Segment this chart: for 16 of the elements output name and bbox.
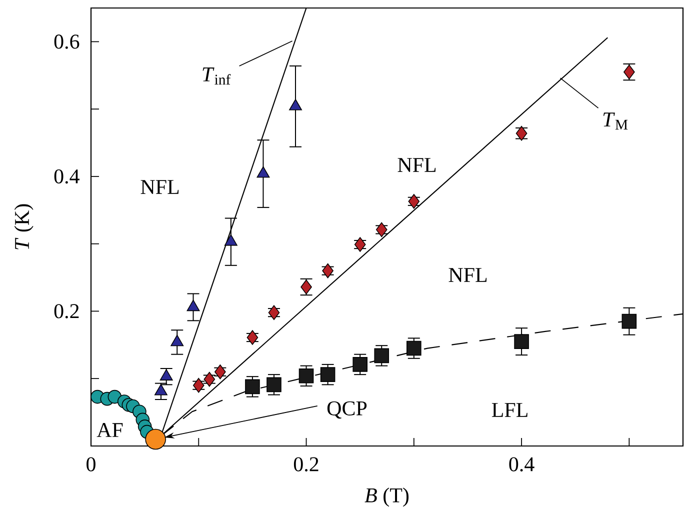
annotation: NFL — [140, 180, 179, 194]
annotation: AF — [96, 423, 123, 438]
annotation: NFL — [398, 158, 436, 172]
annotation: T$_{M}$ — [603, 112, 628, 130]
y-axis-title: T (K) — [14, 204, 34, 250]
y-tick-label: 0.2 — [54, 304, 79, 319]
x-tick-label: 0.2 — [294, 457, 318, 472]
annotation: QCP — [327, 401, 367, 419]
y-tick-label: 0.6 — [54, 34, 80, 49]
x-tick-label: 0 — [86, 457, 96, 472]
annotation: T$_{inf}$ — [202, 68, 231, 85]
annotation: LFL — [492, 403, 528, 418]
y-tick-label: 0.4 — [54, 169, 80, 184]
x-tick-label: 0.4 — [509, 457, 534, 472]
x-axis-title: B (T) — [364, 488, 409, 507]
annotation: NFL — [448, 268, 487, 282]
